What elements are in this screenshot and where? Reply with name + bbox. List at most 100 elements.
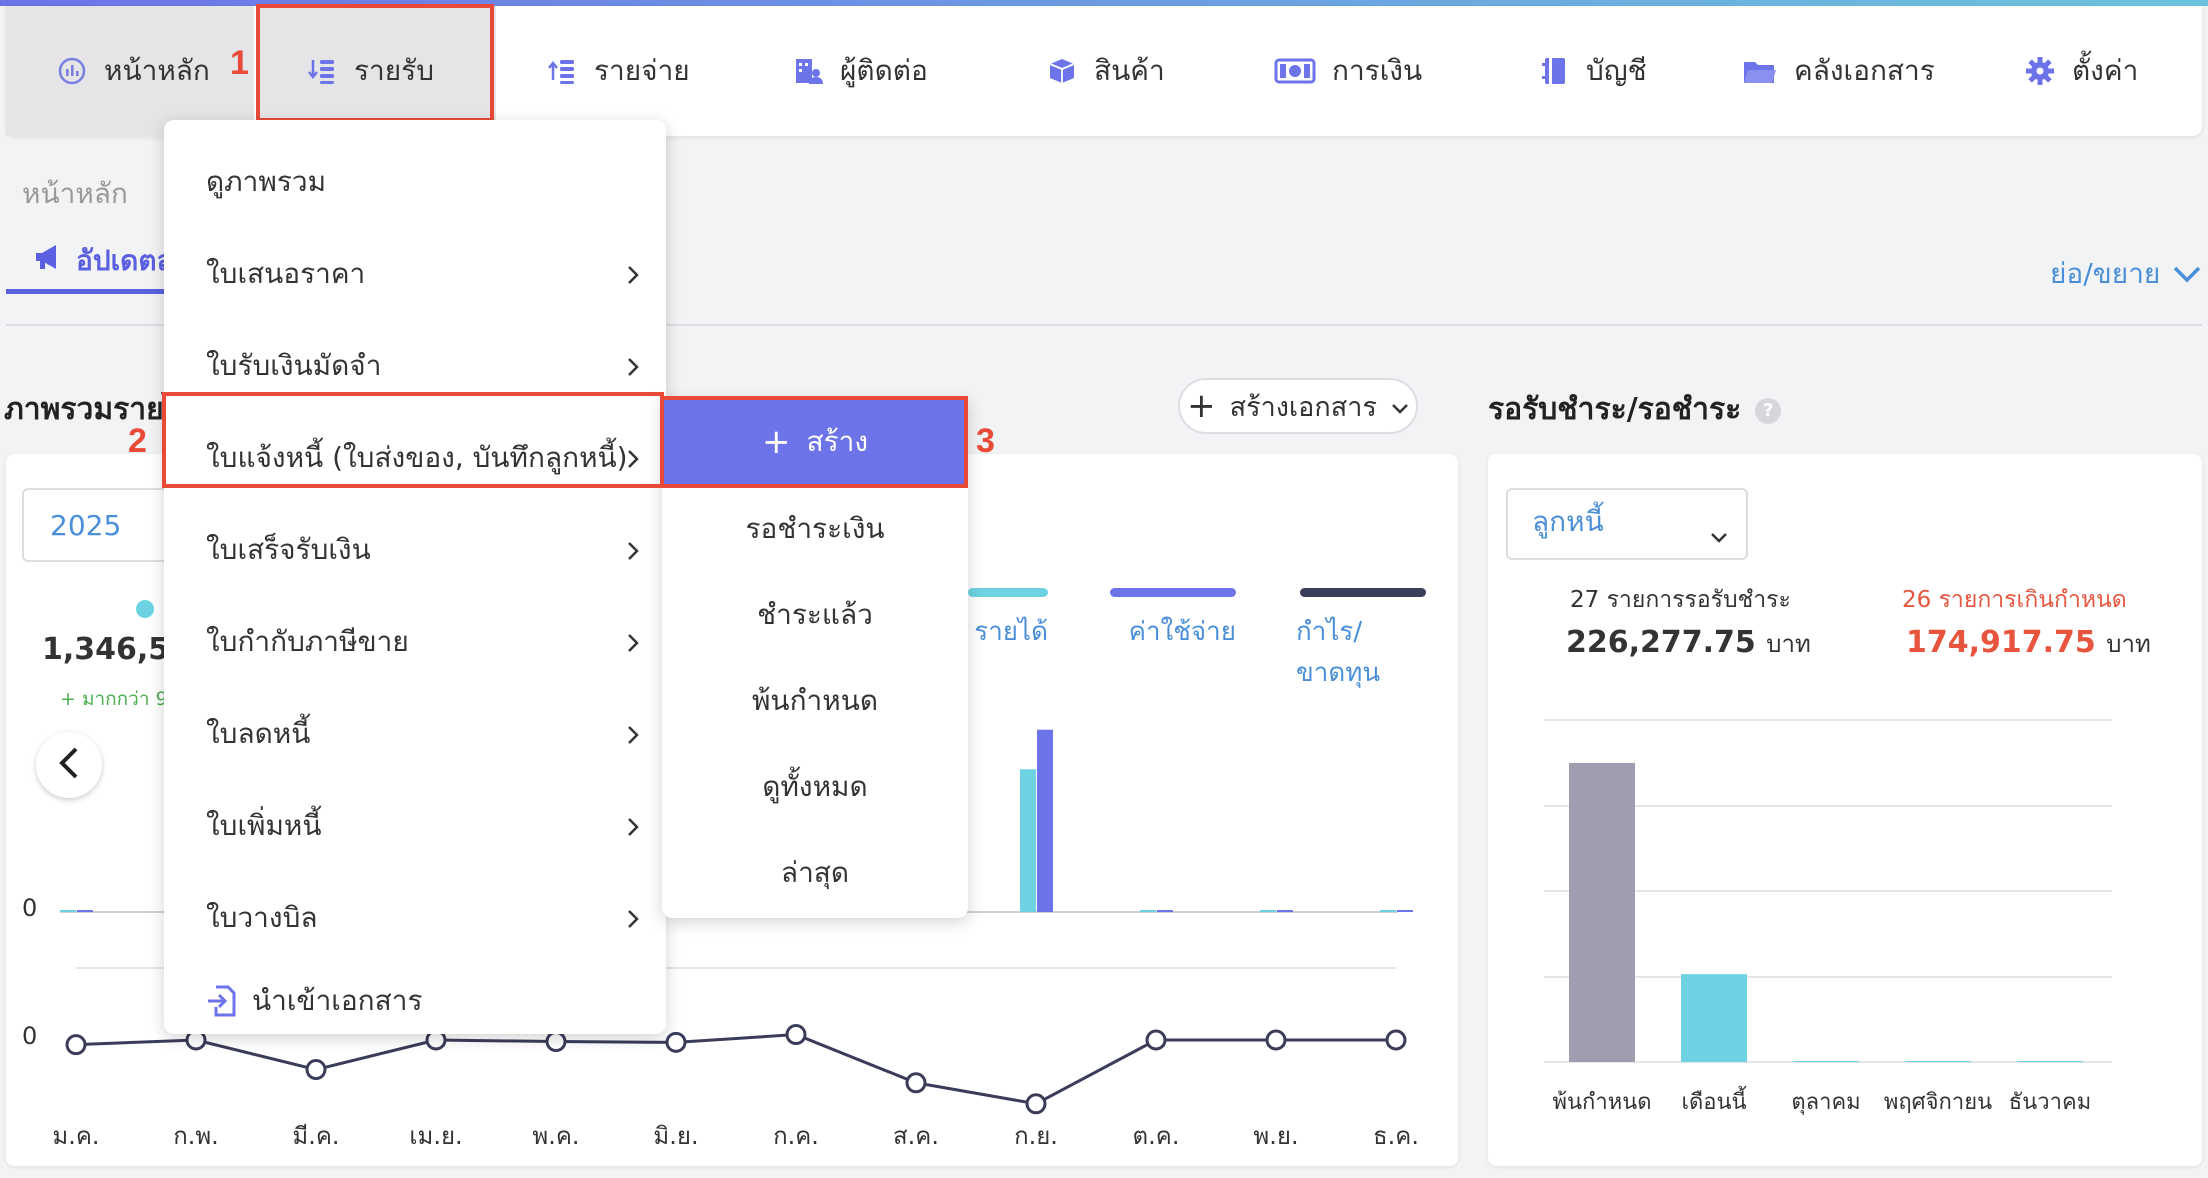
create-invoice-label: สร้าง [806,425,869,458]
overdue-count-label: 26 รายการเกินกำหนด [1902,587,2127,613]
line-axis-zero: 0 [22,1022,38,1050]
receivables-title-text: รอรับชำระ/รอชำระ [1488,392,1742,427]
menu-item-5[interactable]: ใบเสร็จรับเงิน [164,504,666,596]
menu-item-4[interactable]: ใบแจ้งหนี้ (ใบส่งของ, บันทึกลูกหนี้) [164,412,666,504]
menu-item-1[interactable]: ดูภาพรวม [164,136,666,228]
profit-point-0 [65,1034,87,1056]
recv-x-label: ธันวาคม [2008,1090,2092,1115]
chevron-down-icon [1391,391,1409,422]
month-label: พ.ค. [532,1122,580,1150]
annotation-step-2: 2 [128,422,147,460]
profit-point-2 [305,1059,327,1081]
pending-count-label: 27 รายการรอรับชำระ [1570,587,1791,613]
chevron-right-icon [626,720,640,753]
month-label: ก.ค. [773,1122,819,1150]
profit-point-7 [905,1072,927,1094]
tab-updates[interactable]: อัปเดตล่าสุด [6,232,170,294]
submenu-item-paid[interactable]: ชำระแล้ว [757,598,873,631]
create-document-button[interactable]: + สร้างเอกสาร [1178,378,1418,434]
submenu-item-overdue[interactable]: พ้นกำหนด [751,684,879,717]
menu-item-label: ใบรับเงินมัดจำ [206,349,382,382]
create-invoice-button[interactable]: + สร้าง [662,398,968,486]
import-icon [206,985,236,1017]
legend-income-swatch [968,588,1048,597]
profit-point-5 [665,1031,687,1053]
menu-item-9[interactable]: ใบวางบิล [164,872,666,964]
profit-line [75,1033,1396,1106]
annotation-step-3: 3 [976,422,995,460]
nav-accounting[interactable]: บัญชี [1538,6,1647,136]
divider [6,324,2202,326]
nav-documents[interactable]: คลังเอกสาร [1742,6,1935,136]
profit-point-10 [1265,1029,1287,1051]
box-icon [1046,55,1078,87]
menu-item-label: ใบแจ้งหนี้ (ใบส่งของ, บันทึกลูกหนี้) [206,441,628,474]
nav-contacts-label: ผู้ติดต่อ [840,54,928,87]
legend-expense: ค่าใช้จ่าย [1110,588,1236,652]
menu-item-import[interactable]: นำเข้าเอกสาร [164,964,666,1038]
profit-point-6 [785,1024,807,1046]
prev-button[interactable] [36,732,102,798]
receivable-type-value: ลูกหนี้ [1532,505,1604,538]
month-label: พ.ย. [1253,1122,1299,1150]
nav-expense[interactable]: รายจ่าย [546,6,690,136]
menu-item-8[interactable]: ใบเพิ่มหนี้ [164,780,666,872]
nav-income[interactable]: รายรับ [256,6,496,136]
menu-item-label: ใบวางบิล [206,901,318,934]
menu-item-6[interactable]: ใบกำกับภาษีขาย [164,596,666,688]
collapse-label: ย่อ/ขยาย [2050,257,2161,290]
chevron-right-icon [626,260,640,293]
overdue-amount-unit: บาท [2106,630,2151,658]
recv-bar-4 [2017,1061,2083,1062]
legend-profit: กำไร/ขาดทุน [1296,588,1426,693]
month-label: เม.ย. [409,1122,463,1150]
tab-updates-label: อัปเดตล่าสุด [76,243,170,277]
change-indicator: + มากกว่า 9 [60,688,168,710]
income-bar-รายได้-8 [1020,769,1036,912]
plus-icon: + [761,422,791,462]
recv-bar-0 [1569,762,1635,1062]
help-icon[interactable]: ? [1755,397,1782,424]
nav-products[interactable]: สินค้า [1046,6,1165,136]
menu-item-2[interactable]: ใบเสนอราคา [164,228,666,320]
month-label: ธ.ค. [1373,1122,1419,1150]
nav-accounting-label: บัญชี [1586,54,1647,87]
submenu-item-pending[interactable]: รอชำระเงิน [745,512,885,545]
menu-item-label: ใบกำกับภาษีขาย [206,625,409,658]
overview-title: ภาพรวมรายได้ [4,392,164,427]
profit-point-9 [1145,1029,1167,1051]
recv-bar-2 [1793,1061,1859,1062]
pending-amount-unit: บาท [1766,630,1811,658]
receivable-type-select[interactable]: ลูกหนี้ [1506,488,1748,560]
nav-home-label: หน้าหลัก [104,54,210,87]
legend-profit-swatch [1300,588,1426,597]
chevron-down-icon [1710,518,1728,551]
annotation-step-1: 1 [230,44,249,82]
submenu-item-latest[interactable]: ล่าสุด [780,856,850,889]
breadcrumb: หน้าหลัก [22,177,128,210]
nav-contacts[interactable]: ผู้ติดต่อ [792,6,928,136]
recv-x-label: พ้นกำหนด [1552,1090,1652,1115]
profit-point-8 [1025,1093,1047,1115]
month-label: ส.ค. [893,1122,939,1150]
receivables-title: รอรับชำระ/รอชำระ? [1488,386,1782,433]
nav-finance[interactable]: การเงิน [1274,6,1422,136]
overdue-amount-value: 174,917.75 [1906,625,2096,660]
income-bar-ค่าใช้จ่าย-9 [1157,910,1173,912]
income-dropdown-menu: ดูภาพรวม ใบเสนอราคาใบรับเงินมัดจำใบแจ้งหน… [164,120,666,1034]
chevron-right-icon [626,352,640,385]
submenu-item-all[interactable]: ดูทั้งหมด [762,770,868,803]
pending-amount-value: 226,277.75 [1566,625,1756,660]
menu-item-7[interactable]: ใบลดหนี้ [164,688,666,780]
recv-bar-1 [1681,974,1747,1062]
collapse-toggle[interactable]: ย่อ/ขยาย [2050,252,2202,296]
month-label: ก.ย. [1014,1122,1058,1150]
nav-home[interactable]: หน้าหลัก [6,6,254,136]
nav-income-label: รายรับ [354,54,434,87]
legend-expense-swatch [1110,588,1236,597]
income-indicator-dot [136,600,154,618]
plus-icon: + [1187,386,1216,426]
month-label: มี.ค. [292,1122,340,1150]
nav-settings[interactable]: ตั้งค่า [2024,6,2138,136]
menu-item-3[interactable]: ใบรับเงินมัดจำ [164,320,666,412]
